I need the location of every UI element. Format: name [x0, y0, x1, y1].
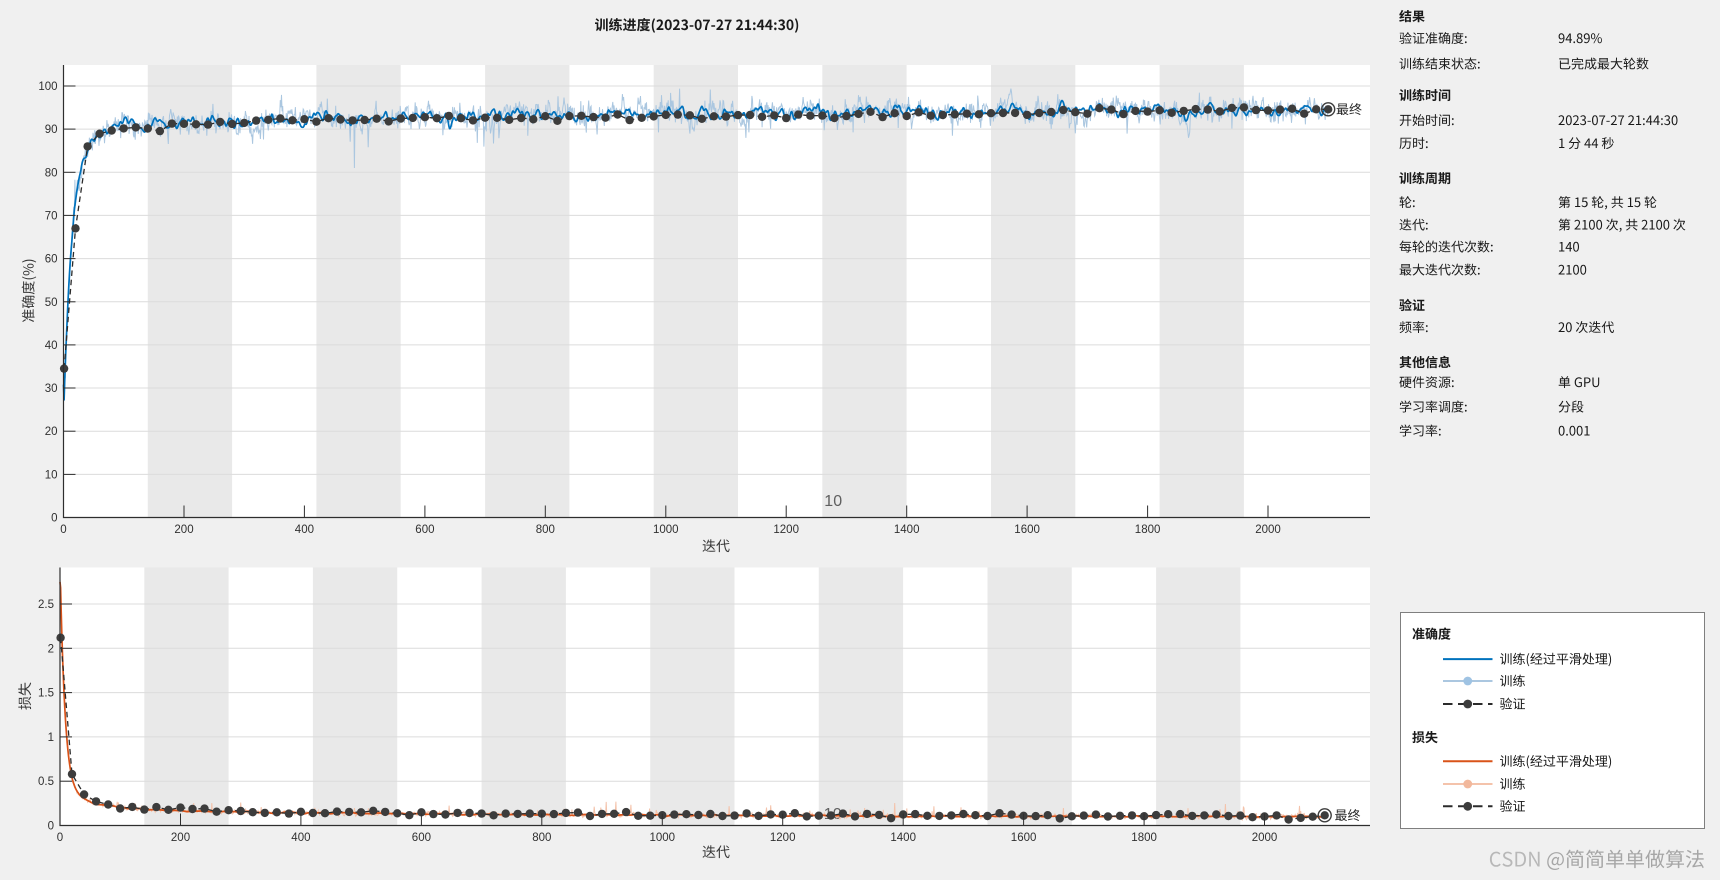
svg-text:1000: 1000 [650, 832, 676, 844]
svg-text:100: 100 [38, 81, 57, 93]
svg-text:1200: 1200 [770, 832, 796, 844]
svg-text:200: 200 [171, 832, 190, 844]
svg-text:0.5: 0.5 [38, 776, 54, 788]
svg-text:600: 600 [415, 524, 434, 536]
svg-text:0: 0 [51, 513, 57, 525]
svg-text:30: 30 [45, 383, 58, 395]
svg-text:1: 1 [48, 732, 54, 744]
svg-text:80: 80 [45, 167, 58, 179]
svg-text:1200: 1200 [773, 524, 799, 536]
svg-text:400: 400 [291, 832, 310, 844]
svg-text:1400: 1400 [890, 832, 916, 844]
svg-text:800: 800 [536, 524, 555, 536]
svg-text:90: 90 [45, 124, 58, 136]
svg-text:70: 70 [45, 210, 58, 222]
svg-text:1400: 1400 [894, 524, 920, 536]
svg-text:1.5: 1.5 [38, 688, 54, 700]
svg-text:1000: 1000 [653, 524, 679, 536]
svg-text:0: 0 [57, 832, 63, 844]
svg-text:600: 600 [412, 832, 431, 844]
svg-text:400: 400 [295, 524, 314, 536]
svg-text:1600: 1600 [1011, 832, 1037, 844]
svg-text:20: 20 [45, 426, 58, 438]
svg-text:2.5: 2.5 [38, 599, 54, 611]
svg-text:40: 40 [45, 340, 58, 352]
svg-text:50: 50 [45, 297, 58, 309]
svg-text:200: 200 [174, 524, 193, 536]
svg-text:800: 800 [532, 832, 551, 844]
svg-text:2000: 2000 [1255, 524, 1281, 536]
svg-text:0: 0 [60, 524, 66, 536]
svg-text:1800: 1800 [1135, 524, 1161, 536]
svg-text:10: 10 [824, 493, 842, 510]
svg-text:2000: 2000 [1252, 832, 1278, 844]
svg-text:1800: 1800 [1131, 832, 1157, 844]
svg-text:60: 60 [45, 254, 58, 266]
svg-text:1600: 1600 [1014, 524, 1040, 536]
svg-text:2: 2 [48, 643, 54, 655]
svg-text:10: 10 [45, 469, 58, 481]
svg-text:0: 0 [48, 821, 54, 833]
